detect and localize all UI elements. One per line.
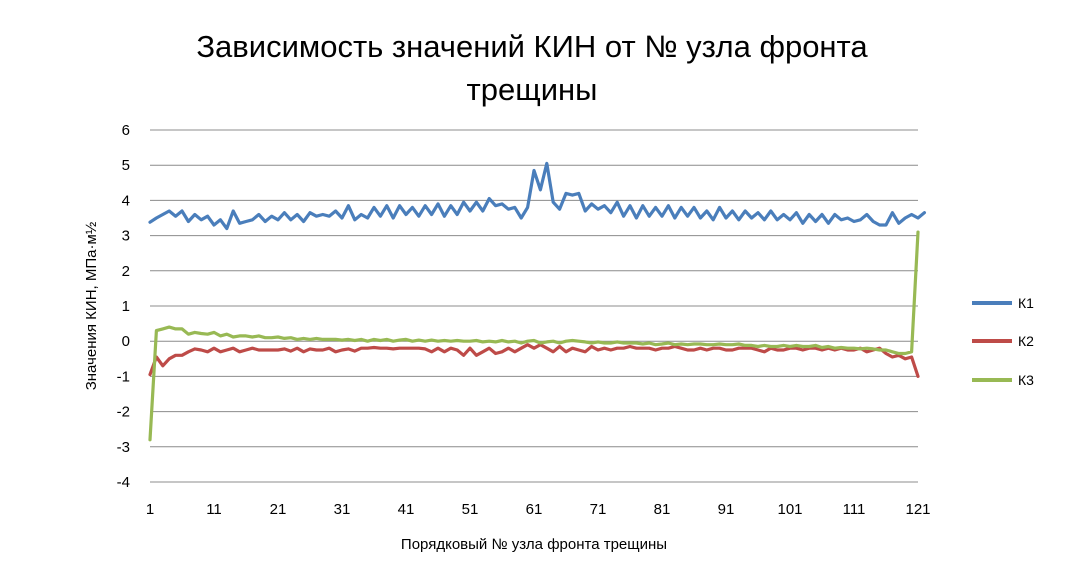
y-tick-label: 4	[122, 192, 130, 209]
y-axis-label: Значения КИН, МПа·м½	[83, 221, 100, 390]
x-tick-labels: 1 11 21 31 41 51 61 71 81 91 101 111 121	[146, 501, 931, 518]
y-tick-label: 0	[122, 333, 130, 350]
y-tick-labels: 6 5 4 3 2 1 0 -1 -2 -3 -4	[117, 122, 130, 491]
x-axis-label: Порядковый № узла фронта трещины	[401, 536, 667, 553]
y-tick-label: 6	[122, 122, 130, 139]
x-tick-label: 11	[206, 501, 222, 518]
x-tick-label: 41	[398, 501, 415, 518]
series-line-К2	[148, 343, 920, 378]
y-tick-label: -2	[117, 404, 130, 421]
x-tick-label: 91	[718, 501, 735, 518]
legend: К1 К2 К3	[972, 295, 1034, 388]
x-tick-label: 81	[654, 501, 671, 518]
x-tick-label: 61	[526, 501, 543, 518]
series-lines	[148, 161, 927, 442]
series-line-К3	[148, 230, 920, 442]
x-tick-label: 111	[843, 501, 866, 518]
y-tick-label: 5	[122, 157, 130, 174]
y-tick-label: -3	[117, 439, 130, 456]
x-tick-label: 51	[462, 501, 479, 518]
y-tick-label: 3	[122, 228, 130, 245]
y-tick-label: 1	[122, 298, 130, 315]
y-tick-label: 2	[122, 263, 130, 280]
y-tick-label: -1	[117, 368, 130, 385]
x-tick-label: 1	[146, 501, 154, 518]
series-line-К1	[148, 161, 927, 231]
y-tick-label: -4	[117, 474, 130, 491]
x-tick-label: 71	[590, 501, 607, 518]
legend-label: К1	[1018, 295, 1034, 311]
x-tick-label: 21	[270, 501, 287, 518]
chart-title-line-1: Зависимость значений КИН от № узла фронт…	[196, 29, 868, 64]
x-tick-label: 101	[777, 501, 802, 518]
chart-title-line-2: трещины	[467, 72, 598, 107]
gridlines	[150, 129, 918, 483]
x-tick-label: 31	[334, 501, 351, 518]
x-tick-label: 121	[905, 501, 930, 518]
legend-label: К2	[1018, 333, 1034, 349]
legend-label: К3	[1018, 372, 1034, 388]
